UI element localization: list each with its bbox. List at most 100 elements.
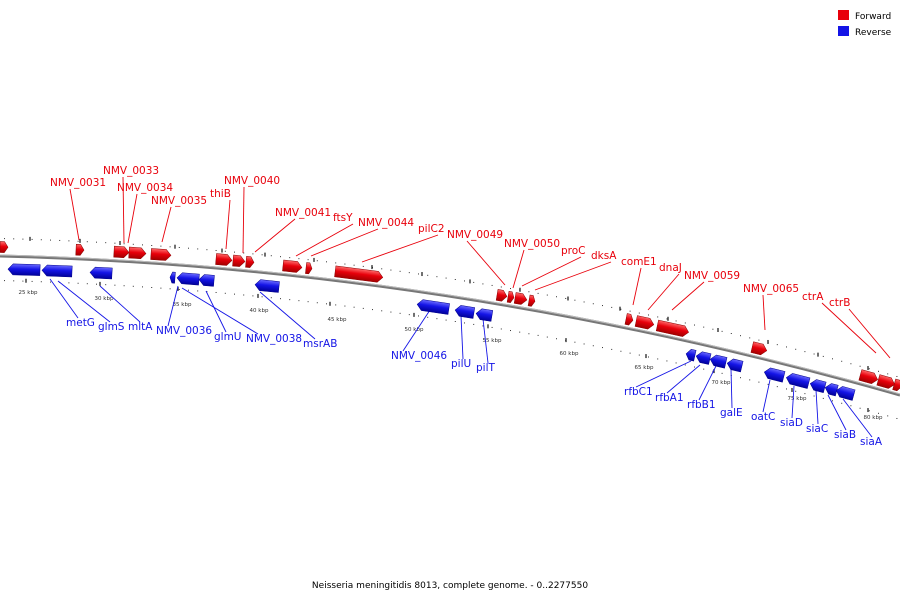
gene-arrow-f17[interactable]: [655, 319, 690, 338]
gene-label-nmv-0046[interactable]: NMV_0046: [391, 350, 447, 362]
gene-arrow-f7[interactable]: [245, 256, 255, 268]
gene-arrow-r6[interactable]: [254, 279, 280, 293]
gene-label-siaa[interactable]: siaA: [860, 436, 883, 448]
gene-label-nmv-0033[interactable]: NMV_0033: [103, 165, 159, 177]
gene-arrow-r11[interactable]: [695, 351, 712, 365]
gene-label-ctrb[interactable]: ctrB: [829, 297, 850, 309]
gene-arrow-f13[interactable]: [513, 292, 528, 305]
gene-arrow-r1[interactable]: [41, 264, 73, 278]
gene-arrow-f3[interactable]: [128, 246, 147, 260]
genome-backbone-highlight: [0, 254, 900, 395]
gene-label-nmv-0044[interactable]: NMV_0044: [358, 217, 414, 229]
gene-label-rfba1[interactable]: rfbA1: [655, 392, 684, 404]
gene-arrow-r18[interactable]: [835, 385, 856, 401]
gene-label-metg[interactable]: metG: [66, 317, 95, 329]
legend-label-forward: Forward: [855, 12, 891, 22]
gene-label-siad[interactable]: siaD: [780, 417, 803, 429]
gene-arrow-r17[interactable]: [824, 382, 839, 397]
gene-label-nmv-0059[interactable]: NMV_0059: [684, 270, 740, 282]
gene-label-nmv-0031[interactable]: NMV_0031: [50, 177, 106, 189]
gene-label-nmv-0049[interactable]: NMV_0049: [447, 229, 503, 241]
gene-arrow-f2[interactable]: [113, 245, 130, 258]
tick-label: 65 kbp: [635, 365, 654, 371]
gene-arrow-f16[interactable]: [634, 315, 655, 330]
gene-arrow-f18[interactable]: [750, 341, 768, 356]
gene-label-ftsy[interactable]: ftsY: [333, 212, 353, 224]
gene-label-dnaj[interactable]: dnaJ: [659, 262, 682, 274]
gene-arrow-f6[interactable]: [232, 254, 246, 267]
gene-label-rfbb1[interactable]: rfbB1: [687, 399, 716, 411]
gene-label-siac[interactable]: siaC: [806, 423, 828, 435]
leader-nmv-0035: [161, 206, 172, 243]
gene-label-pilt[interactable]: pilT: [476, 362, 495, 374]
gene-label-nmv-0050[interactable]: NMV_0050: [504, 238, 560, 250]
gene-arrow-f8[interactable]: [282, 259, 303, 273]
gene-label-rfbc1[interactable]: rfbC1: [624, 386, 653, 398]
leader-mlta: [99, 285, 141, 323]
gene-arrow-r13[interactable]: [726, 358, 744, 373]
gene-arrow-r12[interactable]: [709, 354, 728, 369]
gene-label-dksa[interactable]: dksA: [591, 250, 617, 262]
gene-arrow-r8[interactable]: [454, 305, 476, 319]
gene-arrow-r14[interactable]: [763, 367, 786, 383]
gene-arrow-f9[interactable]: [305, 262, 313, 275]
tick-label: 25 kbp: [19, 290, 38, 296]
leader-rfbb1: [698, 365, 717, 401]
gene-label-gale[interactable]: galE: [720, 407, 743, 419]
gene-arrow-r10[interactable]: [685, 348, 697, 362]
gene-label-ctra[interactable]: ctrA: [802, 291, 824, 303]
gene-label-nmv-0036[interactable]: NMV_0036: [156, 325, 212, 337]
label-leaders: [49, 176, 891, 438]
gene-arrow-r3[interactable]: [169, 271, 176, 284]
gene-arrow-f15[interactable]: [624, 313, 634, 326]
gene-label-proc[interactable]: proC: [561, 245, 586, 257]
gene-label-nmv-0065[interactable]: NMV_0065: [743, 283, 799, 295]
genome-backbone: [0, 254, 900, 397]
gene-label-oatc[interactable]: oatC: [751, 411, 775, 423]
leader-gale: [730, 368, 733, 409]
gene-arrow-r4[interactable]: [176, 272, 200, 286]
gene-arrow-f21[interactable]: [892, 378, 900, 392]
leader-rfba1: [666, 364, 701, 394]
gene-arrow-f10[interactable]: [334, 265, 384, 283]
gene-label-thib[interactable]: thiB: [210, 188, 231, 200]
gene-arrow-r7[interactable]: [416, 299, 450, 315]
gene-arrow-r2[interactable]: [89, 266, 113, 280]
gene-labels: NMV_0031NMV_0033NMV_0034NMV_0035thiBNMV_…: [50, 165, 883, 448]
tick-labels: 25 kbp 30 kbp 35 kbp 40 kbp 45 kbp 50 kbp 55 k…: [19, 290, 883, 421]
gene-label-glmu[interactable]: glmU: [214, 331, 242, 343]
gene-label-nmv-0035[interactable]: NMV_0035: [151, 195, 207, 207]
leader-siaa: [842, 398, 873, 438]
gene-arrow-f0[interactable]: [0, 241, 9, 253]
gene-label-siab[interactable]: siaB: [834, 429, 856, 441]
gene-arrow-r5[interactable]: [198, 274, 215, 287]
leader-glms: [57, 280, 111, 323]
gene-label-mlta[interactable]: mltA: [128, 321, 153, 333]
gene-label-come1[interactable]: comE1: [621, 256, 657, 268]
leader-siab: [827, 394, 847, 431]
gene-arrow-f19[interactable]: [858, 369, 879, 385]
gene-arrow-f1[interactable]: [75, 243, 85, 256]
gene-arrow-f4[interactable]: [150, 248, 172, 261]
gene-arrow-f5[interactable]: [215, 253, 233, 266]
gene-arrow-r9[interactable]: [475, 308, 494, 322]
leader-thib: [225, 199, 231, 250]
gene-arrow-f12[interactable]: [506, 290, 515, 303]
gene-arrow-f11[interactable]: [495, 289, 508, 302]
gene-label-pilu[interactable]: pilU: [451, 358, 471, 370]
gene-arrow-r0[interactable]: [7, 263, 41, 276]
leader-come1: [632, 267, 642, 306]
leader-ftsy: [295, 223, 354, 257]
gene-arrow-r15[interactable]: [785, 372, 811, 389]
gene-arrow-r16[interactable]: [809, 378, 827, 394]
gene-arrow-f14[interactable]: [527, 294, 536, 307]
gene-arrow-f20[interactable]: [876, 374, 896, 390]
gene-label-glms[interactable]: glmS: [98, 321, 125, 333]
gene-label-nmv-0040[interactable]: NMV_0040: [224, 175, 280, 187]
gene-label-nmv-0038[interactable]: NMV_0038: [246, 333, 302, 345]
gene-label-nmv-0041[interactable]: NMV_0041: [275, 207, 331, 219]
gene-label-pilc2[interactable]: pilC2: [418, 223, 445, 235]
gene-label-nmv-0034[interactable]: NMV_0034: [117, 182, 173, 194]
gene-label-msrab[interactable]: msrAB: [303, 338, 337, 350]
